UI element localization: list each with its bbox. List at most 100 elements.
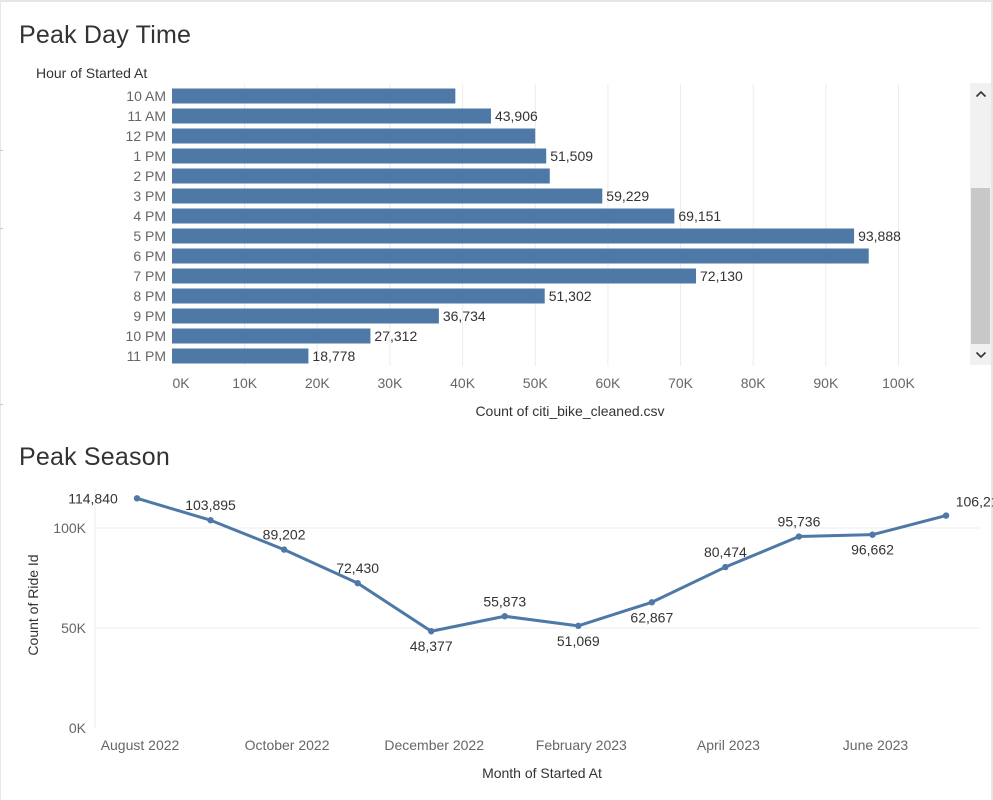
category-label: 10 PM (126, 328, 166, 344)
left-edge-mark (0, 404, 3, 405)
data-label: 48,377 (410, 638, 453, 654)
data-label: 96,662 (851, 542, 894, 558)
bar (172, 208, 675, 224)
data-label: 18,778 (312, 348, 355, 364)
x-tick-label: October 2022 (245, 737, 330, 753)
data-label: 59,229 (606, 188, 649, 204)
x-tick-label: February 2023 (536, 737, 627, 753)
data-label: 43,906 (495, 108, 538, 124)
left-edge-mark (0, 150, 3, 151)
page-left-border (0, 0, 1, 800)
category-label: 11 AM (127, 108, 166, 124)
bar (172, 348, 309, 364)
chevron-down-icon (975, 351, 986, 358)
x-tick-label: 40K (450, 375, 476, 391)
data-label: 114,840 (68, 490, 118, 506)
data-label: 72,130 (700, 268, 743, 284)
category-label: 2 PM (133, 168, 166, 184)
data-label: 106,216 (956, 494, 993, 510)
bar (172, 148, 547, 164)
scrollbar-thumb[interactable] (971, 188, 990, 344)
category-label: 11 PM (127, 348, 166, 364)
x-tick-label: 30K (377, 375, 403, 391)
bar (172, 268, 697, 284)
data-point (207, 517, 214, 524)
category-label: 1 PM (133, 148, 166, 164)
bar (172, 168, 550, 184)
data-label: 36,734 (443, 308, 486, 324)
x-axis-title: Count of citi_bike_cleaned.csv (475, 403, 664, 419)
data-label: 51,069 (557, 633, 600, 649)
chevron-up-icon (975, 90, 986, 97)
scroll-up-button[interactable] (970, 83, 991, 104)
y-tick-label: 0K (69, 720, 87, 736)
bar (172, 108, 491, 124)
series-line (136, 496, 947, 633)
data-point (280, 546, 288, 553)
category-label: 12 PM (126, 128, 166, 144)
x-axis-title: Month of Started At (482, 765, 602, 781)
x-tick-label: 10K (232, 375, 258, 391)
x-tick-label: 80K (741, 375, 767, 391)
data-label: 55,873 (483, 593, 526, 609)
bar-chart-peak-day-time: 0K 10K 20K 30K 40K 50K 60K 70K 80K 90K 100K Hour of… (36, 65, 916, 419)
data-point (501, 613, 508, 620)
bar (172, 128, 536, 144)
data-label: 95,736 (778, 514, 821, 530)
x-tick-label: December 2022 (384, 737, 484, 753)
x-tick-label: 20K (305, 375, 331, 391)
chart-scrollbar[interactable] (970, 83, 991, 365)
data-label: 89,202 (263, 527, 306, 543)
bar (172, 328, 371, 344)
page-right-border (991, 0, 993, 800)
category-label: 6 PM (133, 248, 166, 264)
left-edge-mark (0, 228, 3, 229)
x-tick-label: 60K (595, 375, 621, 391)
bar (172, 88, 456, 104)
category-label: 4 PM (133, 208, 166, 224)
data-point (354, 579, 361, 587)
data-point (133, 495, 141, 502)
category-label: 8 PM (133, 288, 166, 304)
category-label: 5 PM (133, 228, 166, 244)
bar (172, 308, 439, 324)
data-label: 69,151 (678, 208, 721, 224)
bar (172, 248, 869, 264)
data-point (575, 622, 582, 630)
data-label: 72,430 (336, 560, 379, 576)
data-point (648, 599, 656, 606)
x-tick-label: 100K (882, 375, 915, 391)
bar (172, 228, 855, 244)
x-tick-label: June 2023 (843, 737, 909, 753)
data-point (869, 531, 876, 538)
x-tick-label: April 2023 (697, 737, 760, 753)
data-point (722, 563, 729, 571)
x-tick-label: 0K (172, 375, 190, 391)
data-label: 80,474 (704, 544, 747, 560)
y-tick-label: 50K (61, 620, 87, 636)
category-label: 9 PM (133, 308, 166, 324)
chart-title-peak-season: Peak Season (19, 443, 170, 471)
scroll-down-button[interactable] (970, 344, 991, 365)
data-point (428, 628, 435, 635)
data-label: 62,867 (630, 609, 673, 625)
data-point (942, 512, 950, 519)
bar (172, 288, 545, 304)
page-top-border (0, 0, 993, 2)
chart-title-peak-day-time: Peak Day Time (19, 21, 192, 49)
x-tick-label: 90K (813, 375, 839, 391)
data-label: 103,895 (185, 497, 236, 513)
x-tick-label: 70K (668, 375, 694, 391)
category-label: 3 PM (133, 188, 166, 204)
y-axis-title: Count of Ride Id (25, 554, 41, 655)
data-label: 51,302 (549, 288, 592, 304)
category-label: 10 AM (126, 88, 166, 104)
row-header: Hour of Started At (36, 65, 147, 81)
bar (172, 188, 603, 204)
data-label: 93,888 (858, 228, 901, 244)
x-tick-label: 50K (523, 375, 549, 391)
data-label: 51,509 (550, 148, 593, 164)
data-label: 27,312 (374, 328, 417, 344)
data-point (795, 533, 803, 540)
y-tick-label: 100K (53, 520, 86, 536)
